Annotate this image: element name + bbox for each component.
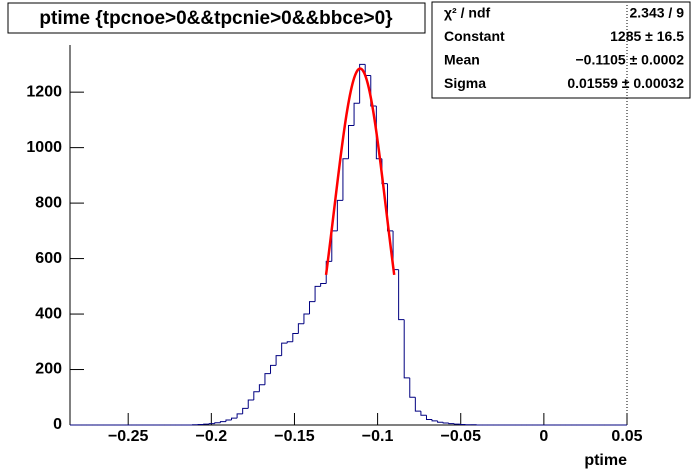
histogram-bin — [231, 417, 238, 421]
histogram-bin — [442, 422, 449, 424]
histogram-bin — [219, 421, 226, 423]
histogram-bin — [403, 319, 410, 379]
stat-label: Sigma — [444, 75, 486, 91]
y-tick-label: 1200 — [26, 83, 62, 100]
histogram-bin — [448, 423, 455, 425]
stat-value: 0.01559 ± 0.00032 — [567, 75, 684, 91]
y-tick-label: 600 — [35, 250, 62, 267]
histogram-bin — [309, 301, 316, 315]
histogram-bin — [208, 423, 215, 425]
histogram-bin — [359, 63, 366, 104]
x-tick-label: −0.2 — [196, 428, 228, 445]
title-box — [7, 2, 426, 34]
histogram-bin — [325, 260, 332, 284]
histogram-bin — [353, 102, 360, 126]
y-tick-label: 400 — [35, 305, 62, 322]
stat-value: −0.1105 ± 0.0002 — [575, 52, 684, 68]
histogram-bin — [275, 355, 282, 366]
x-tick-label: −0.1 — [362, 428, 394, 445]
histogram-bin — [409, 377, 416, 398]
stat-value: 1285 ± 16.5 — [610, 28, 684, 44]
histogram-bin — [336, 199, 343, 231]
fit-curve — [324, 67, 396, 276]
histogram-bin — [437, 420, 444, 423]
stat-value: 2.343 / 9 — [630, 5, 685, 21]
x-tick-label: −0.15 — [274, 428, 315, 445]
stat-label: Mean — [444, 52, 480, 68]
stat-label: Constant — [444, 28, 505, 44]
x-axis-label: ptime — [584, 452, 627, 469]
chart-title: ptime {tpcnoe>0&&tpcnie>0&&bbce>0} — [39, 8, 393, 29]
histogram-bin — [281, 342, 288, 356]
histogram-bin — [247, 399, 254, 409]
x-tick-label: −0.05 — [440, 428, 481, 445]
y-tick-label: 800 — [35, 194, 62, 211]
histogram-bin — [342, 158, 349, 201]
histogram-bin — [314, 285, 321, 302]
x-tick-label: 0.05 — [611, 428, 642, 445]
histogram-bin — [214, 422, 221, 424]
histogram-bin — [364, 64, 371, 77]
x-tick-label: −0.25 — [108, 428, 149, 445]
histogram-bin — [225, 419, 232, 422]
stats-box — [431, 1, 691, 99]
histogram-bin — [286, 341, 293, 344]
histogram-bin — [320, 283, 327, 287]
histogram-bin — [270, 364, 277, 374]
histogram-bin — [264, 373, 271, 385]
histogram-bin — [420, 411, 427, 416]
histogram-bin — [453, 423, 460, 425]
histogram-bin — [292, 332, 299, 342]
histogram-bin — [297, 323, 304, 334]
histogram-bin — [303, 313, 310, 324]
y-tick-label: 0 — [53, 416, 62, 433]
histogram-bin — [370, 75, 377, 107]
y-tick-label: 1000 — [26, 139, 62, 156]
histogram-bin — [258, 384, 265, 392]
histogram-bin — [414, 397, 421, 412]
x-tick-label: 0 — [539, 428, 548, 445]
histogram-bin — [398, 269, 405, 321]
y-tick-label: 200 — [35, 361, 62, 378]
histogram-bin — [331, 230, 338, 262]
stat-label: χ² / ndf — [444, 5, 490, 21]
histogram-bin — [242, 407, 249, 414]
histogram-bin — [431, 419, 438, 422]
histogram-bin — [236, 413, 243, 419]
histogram-bin — [425, 415, 433, 420]
histogram-bin — [253, 391, 260, 401]
histogram-bin — [348, 124, 355, 159]
